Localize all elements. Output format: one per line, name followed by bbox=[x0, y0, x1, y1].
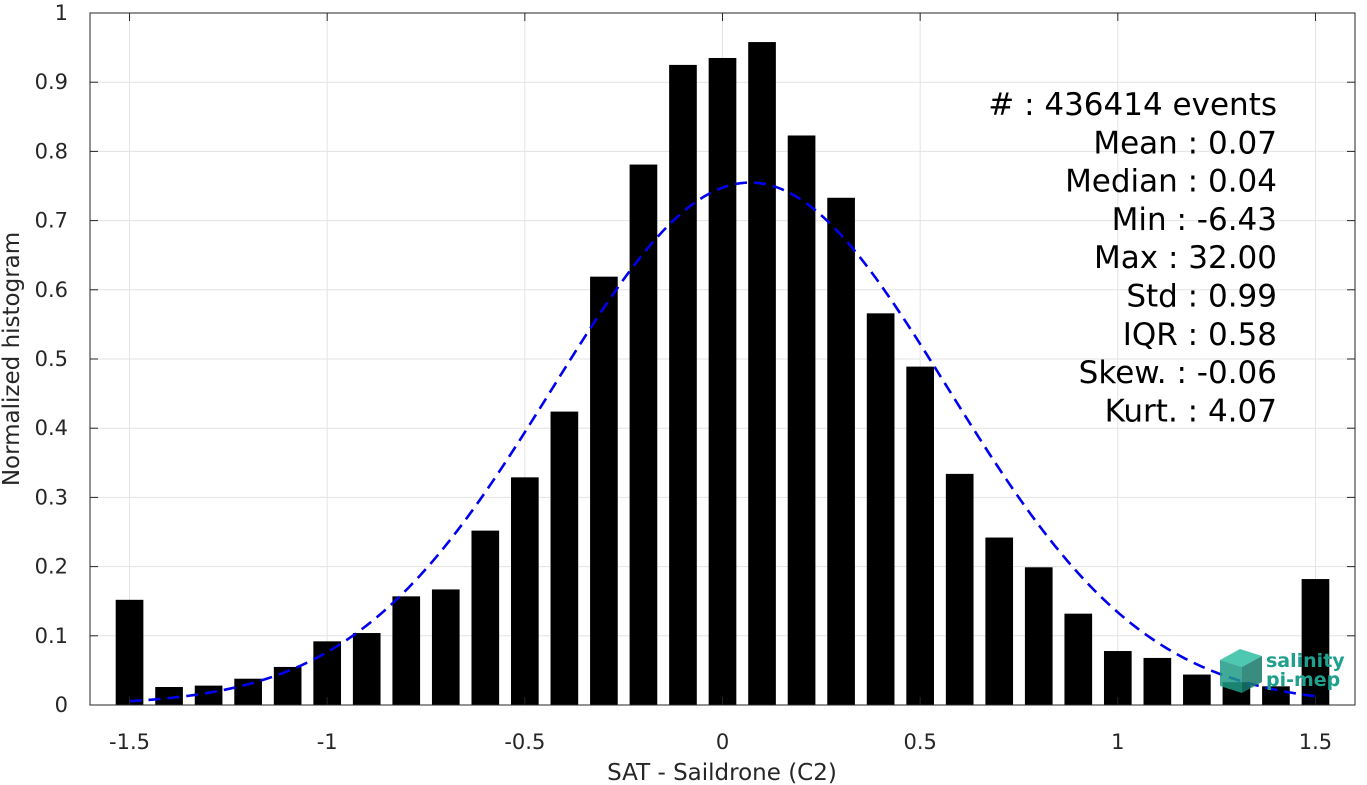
gaussian-fit-curve bbox=[129, 181, 1316, 703]
histogram-bar bbox=[194, 685, 223, 705]
y-tick-label: 0.7 bbox=[35, 209, 68, 233]
histogram-bar bbox=[313, 641, 342, 705]
histogram-bar bbox=[629, 164, 658, 706]
histogram-bar bbox=[273, 666, 302, 705]
y-tick-label: 0.9 bbox=[35, 70, 68, 94]
histogram-bar bbox=[590, 276, 618, 705]
y-axis-label: Normalized histogram bbox=[0, 232, 25, 486]
stat-line: Median : 0.04 bbox=[1065, 164, 1277, 200]
y-tick-label: 1 bbox=[55, 1, 68, 25]
x-axis-label: SAT - Saildrone (C2) bbox=[607, 760, 837, 785]
x-tick-label: 0 bbox=[716, 730, 729, 754]
x-tick-label: -0.5 bbox=[504, 730, 545, 754]
histogram-bar bbox=[352, 633, 381, 705]
logo-cube-icon bbox=[1220, 649, 1262, 693]
logo-line1: salinity bbox=[1266, 650, 1345, 672]
histogram-bar bbox=[866, 313, 895, 705]
histogram-bar bbox=[1301, 579, 1330, 705]
histogram-bar bbox=[787, 135, 816, 705]
histogram-bar bbox=[115, 599, 144, 705]
logo-line2: pi-mep bbox=[1266, 669, 1340, 691]
x-tick-label: 0.5 bbox=[903, 730, 936, 754]
histogram-bars bbox=[115, 42, 1330, 706]
histogram-bar bbox=[708, 57, 737, 706]
histogram-bar bbox=[511, 477, 539, 705]
stat-line: Std : 0.99 bbox=[1126, 279, 1277, 315]
histogram-bar bbox=[906, 366, 934, 705]
stat-line: # : 436414 events bbox=[988, 87, 1277, 123]
y-tick-label: 0.2 bbox=[35, 555, 68, 579]
stat-line: IQR : 0.58 bbox=[1123, 317, 1277, 353]
stat-line: Skew. : -0.06 bbox=[1079, 355, 1277, 391]
y-tick-label: 0.5 bbox=[35, 347, 68, 371]
histogram-bar bbox=[234, 678, 262, 705]
y-tick-label: 0 bbox=[55, 693, 68, 717]
histogram-bar bbox=[748, 42, 776, 705]
x-tick-label: -1 bbox=[317, 730, 338, 754]
histogram-bar bbox=[431, 589, 460, 705]
histogram-bar bbox=[1103, 651, 1132, 705]
y-tick-label: 0.6 bbox=[35, 278, 68, 302]
stat-line: Max : 32.00 bbox=[1094, 240, 1277, 276]
histogram-bar bbox=[550, 411, 579, 705]
x-tick-label: -1.5 bbox=[109, 730, 150, 754]
y-tick-label: 0.4 bbox=[35, 416, 68, 440]
y-tick-label: 0.3 bbox=[35, 485, 68, 509]
y-tick-label: 0.1 bbox=[35, 624, 68, 648]
histogram-bar bbox=[471, 530, 500, 705]
x-tick-label: 1.5 bbox=[1299, 730, 1332, 754]
histogram-bar bbox=[669, 64, 697, 705]
stat-line: Min : -6.43 bbox=[1112, 202, 1277, 238]
histogram-bar bbox=[827, 197, 855, 705]
histogram-bar bbox=[1024, 567, 1053, 705]
stat-line: Mean : 0.07 bbox=[1093, 125, 1277, 161]
histogram-bar bbox=[1183, 674, 1211, 705]
x-tick-label: 1 bbox=[1111, 730, 1124, 754]
histogram-bar bbox=[985, 537, 1014, 705]
y-tick-label: 0.8 bbox=[35, 139, 68, 163]
histogram-bar bbox=[155, 687, 183, 705]
histogram-bar bbox=[945, 473, 974, 705]
axis-ticks: -1.5 -1 -0.5 0 0.5 1 1.5 0 0.1 0.2 0.3 0.4 0.5 0.6 0.7… bbox=[35, 1, 1355, 754]
histogram-bar bbox=[1064, 613, 1093, 705]
stat-line: Kurt. : 4.07 bbox=[1105, 393, 1277, 429]
histogram-bar bbox=[392, 596, 421, 705]
histogram-bar bbox=[1262, 686, 1290, 705]
salinity-pi-mep-logo: salinity pi-mep bbox=[1220, 649, 1345, 693]
histogram-bar bbox=[1143, 657, 1172, 705]
